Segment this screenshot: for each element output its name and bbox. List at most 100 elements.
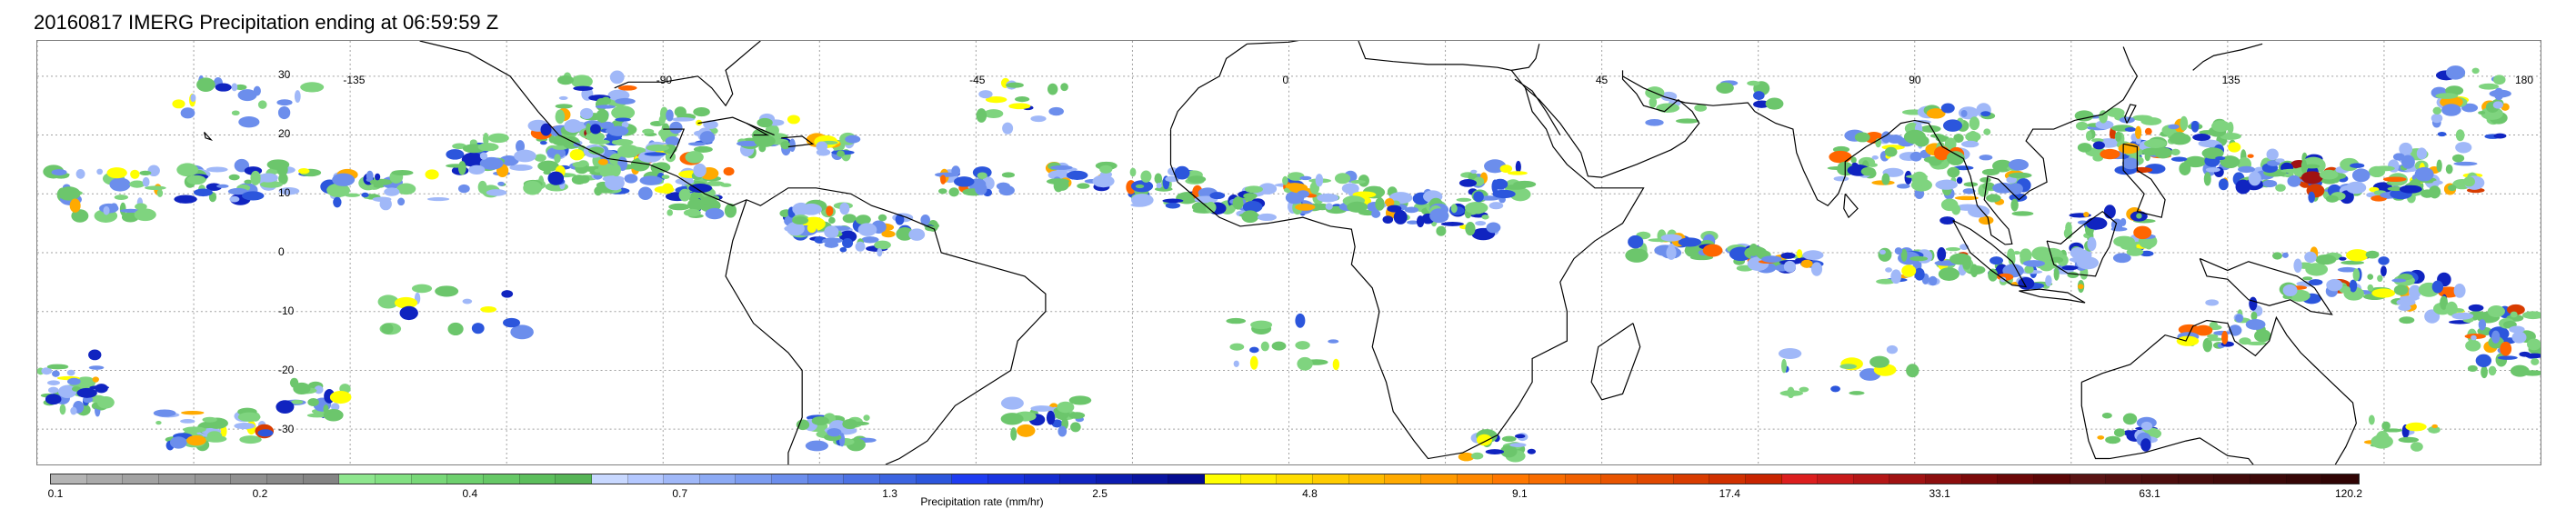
precip-cell bbox=[2510, 364, 2530, 377]
colorbar-swatch bbox=[195, 474, 232, 484]
precip-cell bbox=[1926, 108, 1946, 119]
precip-cell bbox=[377, 294, 399, 309]
precip-cell bbox=[1244, 185, 1264, 194]
precip-cell bbox=[384, 187, 400, 196]
precip-cell bbox=[1475, 221, 1487, 226]
coastline bbox=[1622, 75, 1756, 113]
colorbar-swatch bbox=[123, 474, 159, 484]
precip-cell bbox=[2399, 185, 2422, 194]
precip-cell bbox=[2349, 279, 2358, 293]
colorbar-swatch bbox=[880, 474, 917, 484]
precip-cell bbox=[1884, 146, 1898, 157]
precip-cell bbox=[46, 364, 68, 370]
precip-cell bbox=[294, 90, 301, 104]
precip-cell bbox=[2245, 318, 2266, 330]
precip-cell bbox=[2435, 93, 2459, 99]
precip-cell bbox=[2075, 121, 2089, 131]
colorbar-swatch bbox=[664, 474, 700, 484]
precip-cell bbox=[258, 173, 278, 183]
precip-cell bbox=[2122, 413, 2138, 425]
precip-cell bbox=[1894, 247, 1903, 255]
colorbar-swatch bbox=[1853, 474, 1890, 484]
precip-cell bbox=[539, 141, 547, 145]
precip-cell bbox=[1465, 222, 1476, 236]
precip-cell bbox=[244, 179, 253, 185]
precip-cell bbox=[537, 160, 559, 172]
precip-cell bbox=[551, 135, 570, 146]
precip-cell bbox=[237, 89, 257, 102]
precip-cell bbox=[671, 117, 695, 122]
precip-cell bbox=[1879, 249, 1886, 255]
precip-cell bbox=[2198, 139, 2220, 148]
precip-cell bbox=[229, 195, 240, 203]
precip-cell bbox=[2489, 89, 2511, 98]
colorbar-swatch bbox=[1240, 474, 1278, 484]
precip-cell bbox=[69, 198, 81, 213]
precip-cell bbox=[611, 139, 634, 146]
colorbar-swatch bbox=[2322, 474, 2359, 484]
precip-cell bbox=[257, 100, 267, 109]
precip-cell bbox=[1070, 422, 1081, 433]
precip-cell bbox=[1046, 178, 1070, 185]
precip-cell bbox=[366, 170, 374, 182]
precip-cell bbox=[1260, 341, 1269, 352]
precip-cell bbox=[1135, 184, 1145, 189]
colorbar-swatch bbox=[988, 474, 1025, 484]
precip-cell bbox=[242, 191, 265, 201]
precip-cell bbox=[1154, 173, 1163, 185]
precip-cell bbox=[2398, 436, 2420, 444]
precip-cell bbox=[1271, 341, 1287, 351]
coastline bbox=[1247, 41, 1299, 45]
colorbar-swatch bbox=[736, 474, 773, 484]
coastline bbox=[2192, 43, 2263, 71]
precip-cell bbox=[1232, 196, 1244, 210]
precip-cell bbox=[1796, 249, 1803, 259]
precip-cell bbox=[1969, 116, 1980, 131]
precip-cell bbox=[1940, 103, 1955, 114]
precip-cell bbox=[666, 109, 674, 122]
precip-cell bbox=[181, 410, 205, 415]
precip-cell bbox=[685, 151, 704, 164]
precip-cell bbox=[2119, 116, 2135, 124]
precip-cell bbox=[547, 171, 565, 185]
precip-cell bbox=[796, 419, 810, 431]
latitude-label: 10 bbox=[278, 186, 291, 199]
precip-cell bbox=[2140, 438, 2151, 452]
precip-cell bbox=[2207, 334, 2219, 339]
precip-cell bbox=[1046, 410, 1056, 425]
precip-cell bbox=[615, 117, 631, 122]
colorbar bbox=[50, 474, 2360, 484]
precip-cell bbox=[1660, 234, 1682, 242]
coastline bbox=[614, 41, 761, 107]
precip-cell bbox=[2247, 154, 2254, 158]
map-panel: 30 20 10 0 -10 -20 -30 -135 -90 -45 0 45 90 135 180 bbox=[36, 40, 2541, 465]
precip-cell bbox=[2445, 85, 2464, 96]
precip-cell bbox=[650, 163, 660, 173]
precip-cell bbox=[737, 140, 760, 147]
precip-cell bbox=[617, 85, 637, 91]
precip-cell bbox=[688, 184, 713, 193]
precip-cell bbox=[2509, 325, 2525, 334]
precip-cell bbox=[558, 95, 568, 101]
precip-cell bbox=[1885, 267, 1892, 273]
precip-cell bbox=[1514, 434, 1526, 439]
colorbar-swatch bbox=[303, 474, 340, 484]
colorbar-tick-label: 1.3 bbox=[882, 487, 897, 500]
precip-cell bbox=[426, 196, 450, 202]
precip-cell bbox=[555, 104, 573, 109]
precip-cell bbox=[155, 421, 162, 425]
precip-cell bbox=[2121, 157, 2140, 170]
precip-cell bbox=[1242, 201, 1263, 213]
precip-cell bbox=[323, 408, 344, 422]
precip-cell bbox=[435, 285, 459, 297]
precip-cell bbox=[2097, 435, 2105, 440]
precip-cell bbox=[1131, 194, 1154, 207]
precip-cell bbox=[46, 380, 60, 385]
precip-cell bbox=[611, 164, 621, 177]
precip-cell bbox=[1625, 248, 1649, 263]
precip-cell bbox=[106, 167, 127, 179]
precip-cell bbox=[2346, 249, 2370, 262]
precip-cell bbox=[509, 164, 533, 171]
precip-cell bbox=[1965, 131, 1981, 142]
precip-cell bbox=[2275, 184, 2286, 192]
